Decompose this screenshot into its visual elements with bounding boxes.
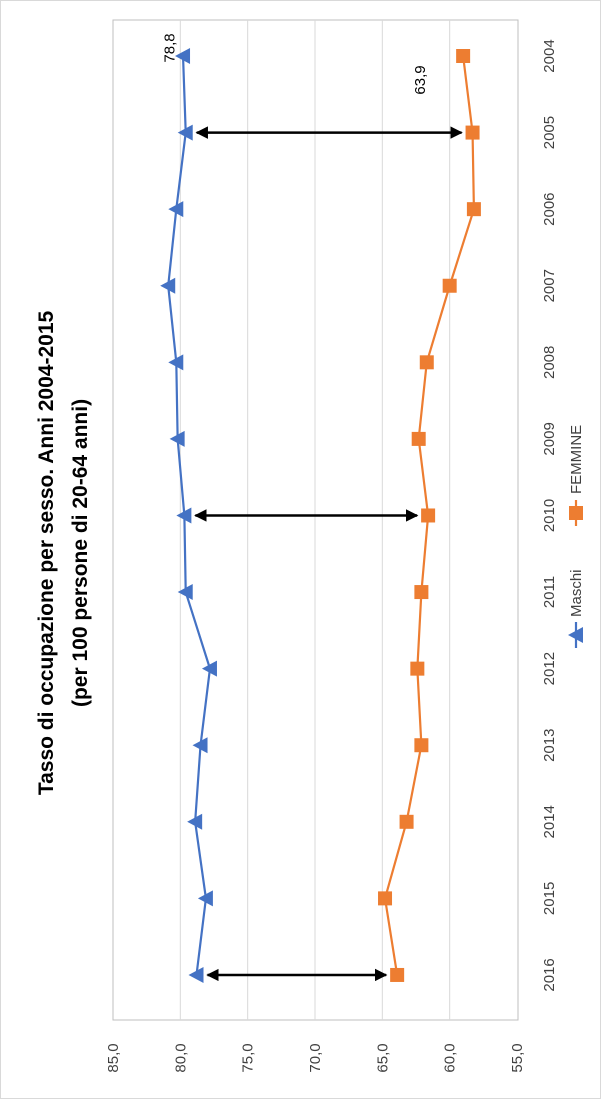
x-tick-label: 2007 <box>541 269 558 302</box>
point-marker-triangle <box>177 124 193 141</box>
x-tick-label: 2016 <box>541 958 558 991</box>
point-marker-square <box>378 891 393 906</box>
x-tick-label: 2012 <box>541 652 558 685</box>
point-marker-square <box>419 355 434 370</box>
series-layer <box>160 48 481 983</box>
data-labels: 78,8 63,9 <box>161 33 429 94</box>
y-tick-label: 55,0 <box>509 1043 526 1072</box>
point-marker-square <box>414 585 429 600</box>
point-marker-square <box>414 738 429 753</box>
point-marker-square <box>456 49 471 63</box>
y-tick-label: 60,0 <box>442 1043 459 1072</box>
point-marker-square <box>411 431 426 446</box>
point-marker-triangle <box>177 584 193 601</box>
x-tick-label: 2015 <box>541 882 558 915</box>
point-marker-square <box>390 967 405 982</box>
point-marker-triangle <box>160 277 176 294</box>
x-tick-label: 2005 <box>541 116 558 149</box>
point-marker-triangle <box>176 507 192 524</box>
gap-arrows <box>194 126 463 982</box>
point-marker-triangle <box>197 890 213 907</box>
point-marker-square <box>421 508 436 523</box>
x-tick-label: 2009 <box>541 422 558 455</box>
x-tick-label: 2004 <box>541 39 558 72</box>
y-tick-label: 80,0 <box>172 1043 189 1072</box>
legend: Maschi FEMMINE <box>568 425 585 648</box>
data-label: 63,9 <box>412 65 429 94</box>
legend-label-femmine: FEMMINE <box>568 425 585 494</box>
point-marker-square <box>466 202 481 217</box>
x-tick-label: 2014 <box>541 805 558 838</box>
chart-subtitle: (per 100 persone di 20-64 anni) <box>69 399 92 707</box>
legend-label-maschi: Maschi <box>568 569 585 617</box>
point-marker-triangle <box>192 737 208 754</box>
x-tick-label: 2008 <box>541 346 558 379</box>
y-tick-label: 75,0 <box>240 1043 257 1072</box>
legend-marker-maschi <box>568 627 583 643</box>
point-marker-square <box>442 278 457 293</box>
y-axis-ticks: 55,0 60,0 65,0 70,0 75,0 80,0 85,0 <box>105 1043 526 1072</box>
data-label: 78,8 <box>161 33 178 62</box>
x-tick-label: 2010 <box>541 499 558 532</box>
x-tick-label: 2006 <box>541 192 558 225</box>
legend-marker-femmine <box>569 506 583 520</box>
point-marker-triangle <box>201 660 217 677</box>
point-marker-triangle <box>175 48 191 64</box>
point-marker-triangle <box>168 354 184 371</box>
x-tick-label: 2013 <box>541 729 558 762</box>
point-marker-triangle <box>168 201 184 218</box>
point-marker-triangle <box>187 813 203 830</box>
point-marker-triangle <box>169 430 185 447</box>
y-tick-label: 85,0 <box>105 1043 122 1072</box>
x-tick-label: 2011 <box>541 576 558 608</box>
point-marker-square <box>465 125 480 140</box>
point-marker-square <box>399 814 414 829</box>
point-marker-square <box>410 661 425 676</box>
y-tick-label: 65,0 <box>374 1043 391 1072</box>
chart-title: Tasso di occupazione per sesso. Anni 200… <box>35 311 58 796</box>
x-axis-ticks: 2004 2005 2006 2007 2008 2009 2010 2011 2012 2013… <box>541 39 558 991</box>
point-marker-triangle <box>188 966 204 983</box>
y-tick-label: 70,0 <box>307 1043 324 1072</box>
